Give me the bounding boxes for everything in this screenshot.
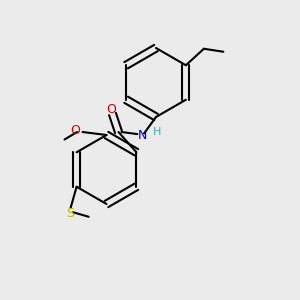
Text: S: S <box>66 207 74 220</box>
Text: N: N <box>138 128 147 142</box>
Text: O: O <box>106 103 116 116</box>
Text: O: O <box>70 124 80 137</box>
Text: H: H <box>153 127 162 137</box>
